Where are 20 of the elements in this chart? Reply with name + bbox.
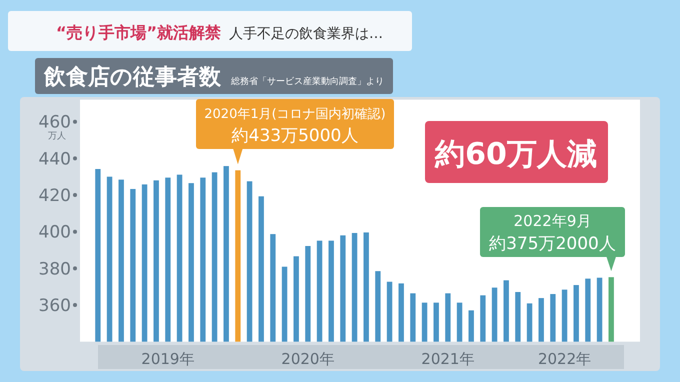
x-tick-label: 2020年	[281, 350, 334, 368]
annotation: 2022年9月	[514, 212, 592, 230]
y-tick-label: 400	[38, 222, 71, 243]
text: 人手不足の飲食業界は…	[229, 26, 384, 42]
y-tick-label: 420	[38, 186, 71, 206]
chart-title: 飲食店の従事者数	[43, 64, 222, 90]
text: “売り手市場”就活解禁	[56, 23, 222, 42]
annotation: 約433万5000人	[232, 126, 358, 146]
text: 総務省「サービス産業動向調査」より	[230, 76, 384, 87]
x-tick-label: 2022年	[538, 350, 592, 368]
y-tick-label: 440	[38, 149, 71, 170]
y-tick-label: 360	[38, 296, 71, 316]
x-tick-label: 2021年	[421, 350, 474, 368]
annotation: 約375万2000人	[489, 234, 616, 254]
x-tick-label: 2019年	[141, 350, 194, 368]
annotation: 2020年1月(コロナ国内初確認)	[204, 107, 386, 122]
annotation: 約60万人減	[434, 137, 597, 172]
y-tick-label: 460	[38, 112, 71, 133]
y-tick-label: 380	[38, 259, 71, 280]
y-axis-title: 万人	[48, 130, 66, 142]
